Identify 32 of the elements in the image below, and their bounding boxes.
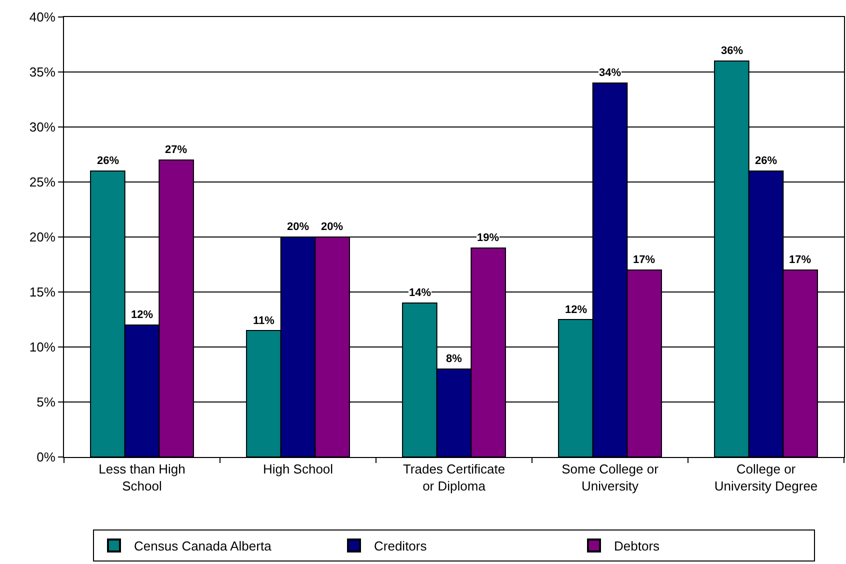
y-tick-label: 10% <box>29 340 56 355</box>
x-tick-label: Trades Certificate or Diploma <box>402 462 506 494</box>
data-label: 14% <box>409 287 432 299</box>
y-tick-label: 20% <box>29 230 56 245</box>
legend-label: Creditors <box>374 538 428 554</box>
data-label: 36% <box>721 45 744 57</box>
y-tick-label: 40% <box>29 10 56 25</box>
y-tick-label: 35% <box>29 64 56 80</box>
y-tick-label: 30% <box>29 120 56 135</box>
data-label: 19% <box>477 232 500 244</box>
data-label: 17% <box>789 254 812 266</box>
y-tick-label: 15% <box>29 284 56 300</box>
data-label: 20% <box>321 221 344 233</box>
y-tick-label: 5% <box>36 394 56 410</box>
x-tick-label: Less than High School <box>98 462 186 494</box>
data-label: 12% <box>565 304 588 316</box>
data-label: 12% <box>131 309 154 321</box>
data-label: 26% <box>755 155 778 167</box>
y-tick-label: 25% <box>29 174 56 190</box>
data-label: 34% <box>599 67 622 79</box>
legend-label: Census Canada Alberta <box>134 538 272 554</box>
data-label: 20% <box>287 221 310 233</box>
data-label: 8% <box>446 353 462 365</box>
x-tick-label: High School <box>262 462 334 477</box>
data-label: 17% <box>633 254 656 266</box>
data-label: 11% <box>253 315 275 327</box>
data-label: 27% <box>165 144 188 156</box>
legend-label: Debtors <box>614 538 660 554</box>
x-tick-label: Some College or University <box>562 462 660 494</box>
y-tick-label: 0% <box>36 450 56 465</box>
x-tick-label: College or University Degree <box>714 462 818 494</box>
data-label: 26% <box>97 155 120 167</box>
